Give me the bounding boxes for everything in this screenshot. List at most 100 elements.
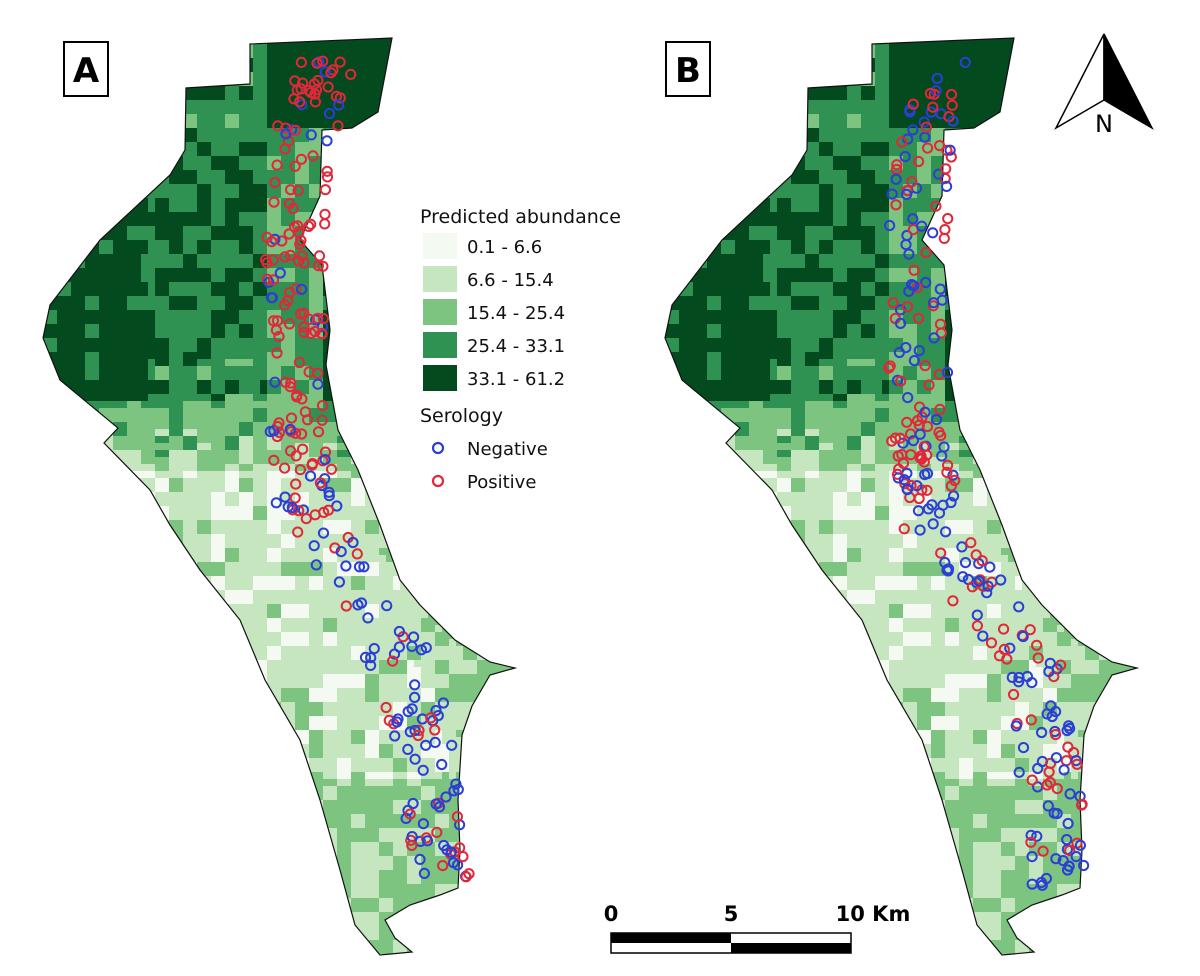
raster-cell [148, 170, 156, 178]
raster-cell [57, 415, 65, 423]
raster-cell [176, 485, 184, 493]
raster-cell [141, 359, 149, 367]
raster-cell [267, 324, 275, 332]
raster-cell [344, 401, 352, 409]
raster-cell [407, 485, 415, 493]
raster-cell [176, 429, 184, 437]
raster-cell [155, 366, 163, 374]
raster-cell [232, 177, 240, 185]
raster-cell [428, 128, 436, 136]
raster-cell [106, 233, 114, 241]
raster-cell [400, 415, 408, 423]
raster-cell [176, 205, 184, 213]
raster-cell [197, 79, 205, 87]
raster-cell [225, 401, 233, 409]
raster-cell [365, 506, 373, 514]
raster-cell [92, 415, 100, 423]
raster-cell [64, 135, 72, 143]
raster-cell [232, 499, 240, 507]
raster-cell [162, 310, 170, 318]
raster-cell [379, 65, 387, 73]
raster-cell [169, 443, 177, 451]
raster-cell [134, 205, 142, 213]
raster-cell [260, 254, 268, 262]
raster-cell [407, 163, 415, 171]
raster-cell [57, 275, 65, 283]
raster-cell [400, 506, 408, 514]
raster-cell [176, 198, 184, 206]
raster-cell [267, 443, 275, 451]
raster-cell [92, 310, 100, 318]
raster-cell [358, 247, 366, 255]
raster-cell [442, 394, 450, 402]
raster-cell [281, 401, 289, 409]
raster-cell [330, 429, 338, 437]
raster-cell [442, 142, 450, 150]
raster-cell [421, 163, 429, 171]
raster-cell [239, 436, 247, 444]
raster-cell [449, 163, 457, 171]
raster-cell [337, 226, 345, 234]
raster-cell [386, 163, 394, 171]
raster-cell [43, 114, 51, 122]
raster-cell [197, 464, 205, 472]
raster-cell [99, 247, 107, 255]
raster-cell [400, 198, 408, 206]
raster-cell [351, 366, 359, 374]
raster-cell [421, 184, 429, 192]
raster-cell [386, 345, 394, 353]
raster-cell [204, 58, 212, 66]
raster-cell [225, 345, 233, 353]
raster-cell [246, 114, 254, 122]
raster-cell [169, 30, 176, 37]
raster-cell [232, 492, 240, 500]
raster-cell [92, 254, 100, 262]
raster-cell [274, 464, 282, 472]
raster-cell [253, 65, 261, 73]
raster-cell [218, 268, 226, 276]
raster-cell [456, 163, 464, 171]
raster-cell [386, 86, 394, 94]
raster-cell [267, 240, 275, 248]
raster-cell [428, 464, 436, 472]
raster-cell [155, 268, 163, 276]
raster-cell [309, 499, 317, 507]
raster-cell [407, 422, 415, 430]
raster-cell [274, 324, 282, 332]
raster-cell [449, 478, 457, 486]
raster-cell [351, 450, 359, 458]
raster-cell [120, 394, 128, 402]
raster-cell [414, 30, 421, 37]
raster-cell [288, 30, 295, 37]
raster-cell [288, 345, 296, 353]
raster-cell [134, 38, 142, 45]
raster-cell [85, 359, 93, 367]
raster-cell [232, 142, 240, 150]
raster-cell [491, 492, 499, 500]
raster-cell [190, 373, 198, 381]
raster-cell [442, 464, 450, 472]
raster-cell [498, 135, 506, 143]
raster-cell [477, 184, 485, 192]
raster-cell [169, 485, 177, 493]
raster-cell [288, 331, 296, 339]
raster-cell [302, 401, 310, 409]
raster-cell [484, 394, 492, 402]
raster-cell [288, 464, 296, 472]
raster-cell [246, 478, 254, 486]
raster-cell [120, 170, 128, 178]
raster-cell [351, 394, 359, 402]
raster-cell [183, 450, 191, 458]
raster-cell [470, 163, 478, 171]
raster-cell [246, 345, 254, 353]
raster-cell [43, 443, 51, 451]
raster-cell [365, 450, 373, 458]
raster-cell [120, 114, 128, 122]
raster-cell [113, 163, 121, 171]
raster-cell [358, 464, 366, 472]
raster-cell [477, 30, 484, 37]
raster-cell [463, 79, 471, 87]
raster-cell [407, 338, 415, 346]
raster-cell [148, 107, 156, 115]
raster-cell [176, 79, 184, 87]
